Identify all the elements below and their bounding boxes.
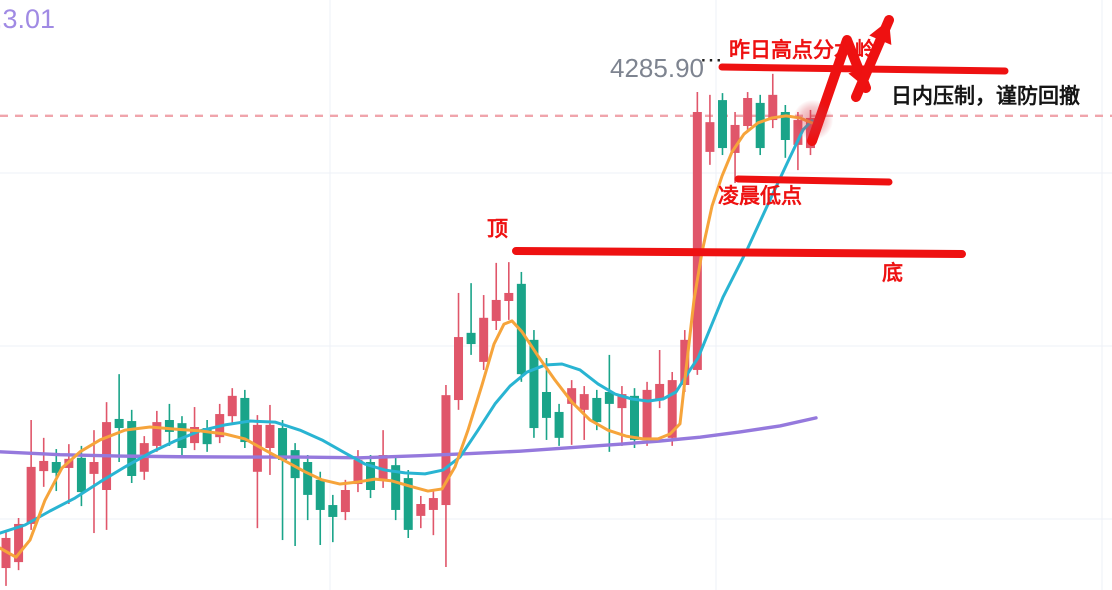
- dawn-low-label: 凌晨低点: [718, 184, 802, 208]
- bottom-label: 底: [882, 261, 903, 285]
- price-line-dots: ···: [701, 51, 724, 70]
- yesterday-high-watershed-label: 昨日高点分水岭: [729, 38, 876, 62]
- last-price-glow: [793, 100, 833, 140]
- top-left-partial-price-label: ,3.01: [0, 4, 56, 34]
- yesterday-high-price-label: 4285.90: [610, 53, 704, 83]
- top-label: 顶: [487, 217, 508, 241]
- intraday-suppression-note: 日内压制，谨防回撤: [891, 84, 1080, 108]
